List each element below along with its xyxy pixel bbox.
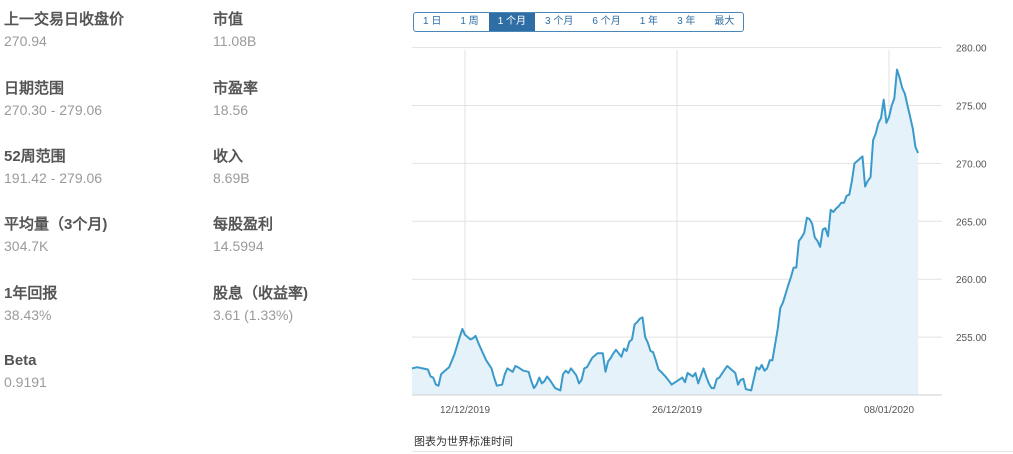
- chart-timezone-note: 图表为世界标准时间: [414, 436, 513, 448]
- range-button-1-month[interactable]: 1 个月: [488, 13, 537, 31]
- stat-label: 日期范围: [4, 80, 65, 97]
- stat-label: 收入: [213, 148, 244, 165]
- stat-revenue: 收入 8.69B: [213, 147, 250, 187]
- stat-label: 市盈率: [213, 80, 259, 97]
- stat-52-week-range: 52周范围 191.42 - 279.06: [4, 147, 102, 187]
- range-button-3-months[interactable]: 3 个月: [536, 13, 584, 31]
- stat-value: 18.56: [213, 102, 249, 118]
- y-tick-label: 270.00: [956, 159, 987, 170]
- y-tick-label: 265.00: [956, 217, 987, 228]
- stat-prev-close: 上一交易日收盘价 270.94: [4, 10, 124, 50]
- range-button-6-months[interactable]: 6 个月: [583, 13, 631, 31]
- x-tick-label: 08/01/2020: [864, 405, 914, 416]
- y-tick-label: 255.00: [956, 333, 987, 344]
- stat-value: 38.43%: [4, 307, 52, 323]
- stat-dividend-yield: 股息（收益率) 3.61 (1.33%): [213, 284, 308, 324]
- price-line: [411, 68, 920, 392]
- range-button-3-years[interactable]: 3 年: [668, 13, 706, 31]
- stat-label: 平均量（3个月): [4, 216, 108, 233]
- stat-value: 0.9191: [4, 374, 47, 390]
- stat-beta: Beta 0.9191: [4, 351, 47, 391]
- stat-pe-ratio: 市盈率 18.56: [213, 79, 258, 119]
- key-stats-panel: 上一交易日收盘价 270.94 市值 11.08B 日期范围 270.30 - …: [0, 0, 400, 454]
- stat-avg-volume: 平均量（3个月) 304.7K: [4, 215, 107, 255]
- stat-1-year-return: 1年回报 38.43%: [4, 284, 57, 324]
- stat-label: 1年回报: [4, 285, 58, 302]
- stat-value: 14.5994: [213, 238, 264, 254]
- y-tick-label: 260.00: [956, 275, 987, 286]
- stat-label: 上一交易日收盘价: [4, 11, 125, 28]
- x-tick-label: 12/12/2019: [440, 405, 490, 416]
- stat-value: 11.08B: [213, 33, 257, 49]
- range-button-1-year[interactable]: 1 年: [631, 13, 669, 31]
- range-button-1-week[interactable]: 1 周: [451, 13, 489, 31]
- y-tick-label: 280.00: [956, 44, 987, 55]
- price-area: [412, 69, 919, 395]
- stat-value: 8.69B: [213, 170, 250, 186]
- stat-value: 270.30 - 279.06: [4, 102, 103, 118]
- stat-value: 191.42 - 279.06: [4, 170, 103, 186]
- stat-value: 270.94: [4, 33, 47, 49]
- stat-label: 市值: [213, 11, 244, 28]
- stat-eps: 每股盈利 14.5994: [213, 215, 273, 255]
- range-button-1-day[interactable]: 1 日: [414, 13, 452, 31]
- stat-market-cap: 市值 11.08B: [213, 10, 256, 50]
- stat-value: 304.7K: [4, 238, 49, 254]
- stat-value: 3.61 (1.33%): [213, 307, 294, 323]
- stat-label: 每股盈利: [213, 216, 274, 233]
- time-range-selector: 1 日 1 周 1 个月 3 个月 6 个月 1 年 3 年 最大: [413, 12, 745, 32]
- stat-day-range: 日期范围 270.30 - 279.06: [4, 79, 102, 119]
- stat-label: 52周范围: [4, 148, 66, 165]
- range-button-max[interactable]: 最大: [714, 16, 735, 27]
- x-tick-label: 26/12/2019: [652, 405, 702, 416]
- stat-label: Beta: [4, 352, 37, 369]
- y-tick-label: 275.00: [956, 101, 987, 112]
- stat-label: 股息（收益率): [213, 285, 308, 302]
- divider: [412, 451, 1013, 452]
